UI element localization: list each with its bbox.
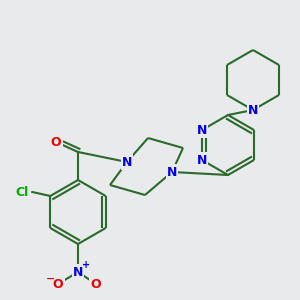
Text: N: N [167,166,177,178]
Text: Cl: Cl [16,185,29,199]
Text: +: + [82,260,90,270]
Text: N: N [248,103,258,116]
Text: O: O [51,136,61,148]
Text: N: N [122,155,132,169]
Text: −: − [46,274,56,284]
Text: O: O [91,278,101,290]
Text: N: N [197,154,207,166]
Text: N: N [197,124,207,136]
Text: O: O [53,278,63,290]
Text: N: N [73,266,83,278]
